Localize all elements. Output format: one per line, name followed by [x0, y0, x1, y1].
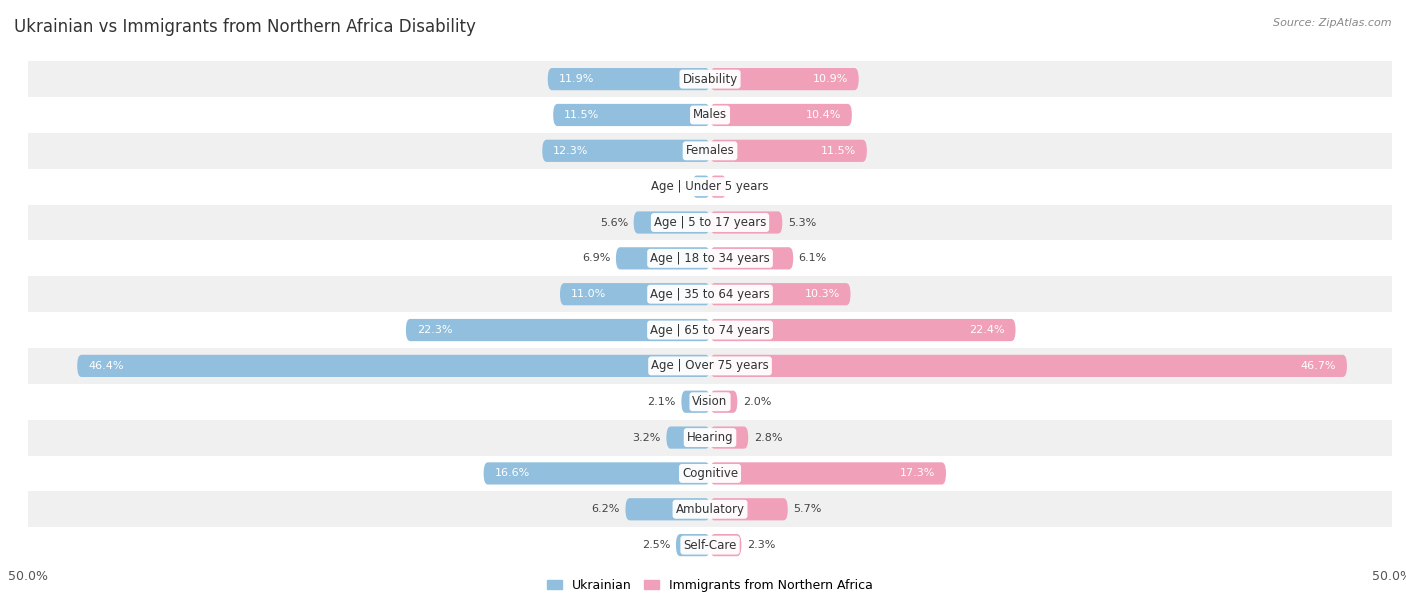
Text: 6.9%: 6.9%	[582, 253, 610, 263]
Text: 3.2%: 3.2%	[633, 433, 661, 442]
Legend: Ukrainian, Immigrants from Northern Africa: Ukrainian, Immigrants from Northern Afri…	[541, 574, 879, 597]
Text: 5.6%: 5.6%	[600, 217, 628, 228]
Text: Cognitive: Cognitive	[682, 467, 738, 480]
Text: 22.3%: 22.3%	[416, 325, 453, 335]
Text: Age | 5 to 17 years: Age | 5 to 17 years	[654, 216, 766, 229]
Text: 6.2%: 6.2%	[592, 504, 620, 514]
Text: 46.7%: 46.7%	[1301, 361, 1336, 371]
FancyBboxPatch shape	[666, 427, 710, 449]
Bar	[28, 97, 1392, 133]
Bar	[28, 169, 1392, 204]
Text: 11.5%: 11.5%	[564, 110, 599, 120]
FancyBboxPatch shape	[710, 247, 793, 269]
FancyBboxPatch shape	[616, 247, 710, 269]
FancyBboxPatch shape	[710, 355, 1347, 377]
Text: 10.3%: 10.3%	[804, 289, 839, 299]
Text: 10.9%: 10.9%	[813, 74, 848, 84]
FancyBboxPatch shape	[710, 319, 1015, 341]
Text: Ukrainian vs Immigrants from Northern Africa Disability: Ukrainian vs Immigrants from Northern Af…	[14, 18, 477, 36]
Text: 1.3%: 1.3%	[658, 182, 688, 192]
FancyBboxPatch shape	[634, 211, 710, 234]
FancyBboxPatch shape	[710, 104, 852, 126]
Text: Males: Males	[693, 108, 727, 121]
FancyBboxPatch shape	[626, 498, 710, 520]
Text: 11.5%: 11.5%	[821, 146, 856, 156]
Bar	[28, 491, 1392, 527]
Text: Age | 18 to 34 years: Age | 18 to 34 years	[650, 252, 770, 265]
Bar	[28, 204, 1392, 241]
Bar	[28, 420, 1392, 455]
Text: Age | Under 5 years: Age | Under 5 years	[651, 180, 769, 193]
FancyBboxPatch shape	[543, 140, 710, 162]
Text: Age | 65 to 74 years: Age | 65 to 74 years	[650, 324, 770, 337]
FancyBboxPatch shape	[710, 534, 741, 556]
Text: Hearing: Hearing	[686, 431, 734, 444]
FancyBboxPatch shape	[406, 319, 710, 341]
Text: 11.9%: 11.9%	[558, 74, 593, 84]
Text: Disability: Disability	[682, 73, 738, 86]
FancyBboxPatch shape	[710, 283, 851, 305]
FancyBboxPatch shape	[710, 68, 859, 90]
Text: 10.4%: 10.4%	[806, 110, 841, 120]
FancyBboxPatch shape	[710, 462, 946, 485]
FancyBboxPatch shape	[710, 211, 782, 234]
Bar	[28, 348, 1392, 384]
Text: 5.3%: 5.3%	[787, 217, 815, 228]
Text: Age | 35 to 64 years: Age | 35 to 64 years	[650, 288, 770, 300]
Bar	[28, 312, 1392, 348]
Text: 11.0%: 11.0%	[571, 289, 606, 299]
Text: 2.1%: 2.1%	[648, 397, 676, 407]
FancyBboxPatch shape	[692, 176, 710, 198]
FancyBboxPatch shape	[710, 390, 737, 413]
Text: 2.0%: 2.0%	[742, 397, 770, 407]
Bar	[28, 455, 1392, 491]
Text: 16.6%: 16.6%	[495, 468, 530, 479]
FancyBboxPatch shape	[484, 462, 710, 485]
Text: 22.4%: 22.4%	[969, 325, 1005, 335]
FancyBboxPatch shape	[710, 176, 727, 198]
Text: 17.3%: 17.3%	[900, 468, 935, 479]
FancyBboxPatch shape	[682, 390, 710, 413]
Bar	[28, 133, 1392, 169]
Text: 2.8%: 2.8%	[754, 433, 782, 442]
Text: Vision: Vision	[692, 395, 728, 408]
Text: 1.2%: 1.2%	[733, 182, 761, 192]
FancyBboxPatch shape	[77, 355, 710, 377]
Text: Source: ZipAtlas.com: Source: ZipAtlas.com	[1274, 18, 1392, 28]
Text: 2.3%: 2.3%	[747, 540, 775, 550]
Bar	[28, 384, 1392, 420]
Text: 6.1%: 6.1%	[799, 253, 827, 263]
Bar	[28, 276, 1392, 312]
FancyBboxPatch shape	[553, 104, 710, 126]
Bar	[28, 241, 1392, 276]
Text: 12.3%: 12.3%	[553, 146, 589, 156]
Text: Ambulatory: Ambulatory	[675, 503, 745, 516]
FancyBboxPatch shape	[710, 498, 787, 520]
Text: 5.7%: 5.7%	[793, 504, 821, 514]
Text: Females: Females	[686, 144, 734, 157]
Bar	[28, 61, 1392, 97]
FancyBboxPatch shape	[710, 427, 748, 449]
Text: 2.5%: 2.5%	[643, 540, 671, 550]
FancyBboxPatch shape	[560, 283, 710, 305]
Text: 46.4%: 46.4%	[89, 361, 124, 371]
Text: Age | Over 75 years: Age | Over 75 years	[651, 359, 769, 372]
Text: Self-Care: Self-Care	[683, 539, 737, 551]
FancyBboxPatch shape	[548, 68, 710, 90]
FancyBboxPatch shape	[676, 534, 710, 556]
FancyBboxPatch shape	[710, 140, 868, 162]
Bar	[28, 527, 1392, 563]
